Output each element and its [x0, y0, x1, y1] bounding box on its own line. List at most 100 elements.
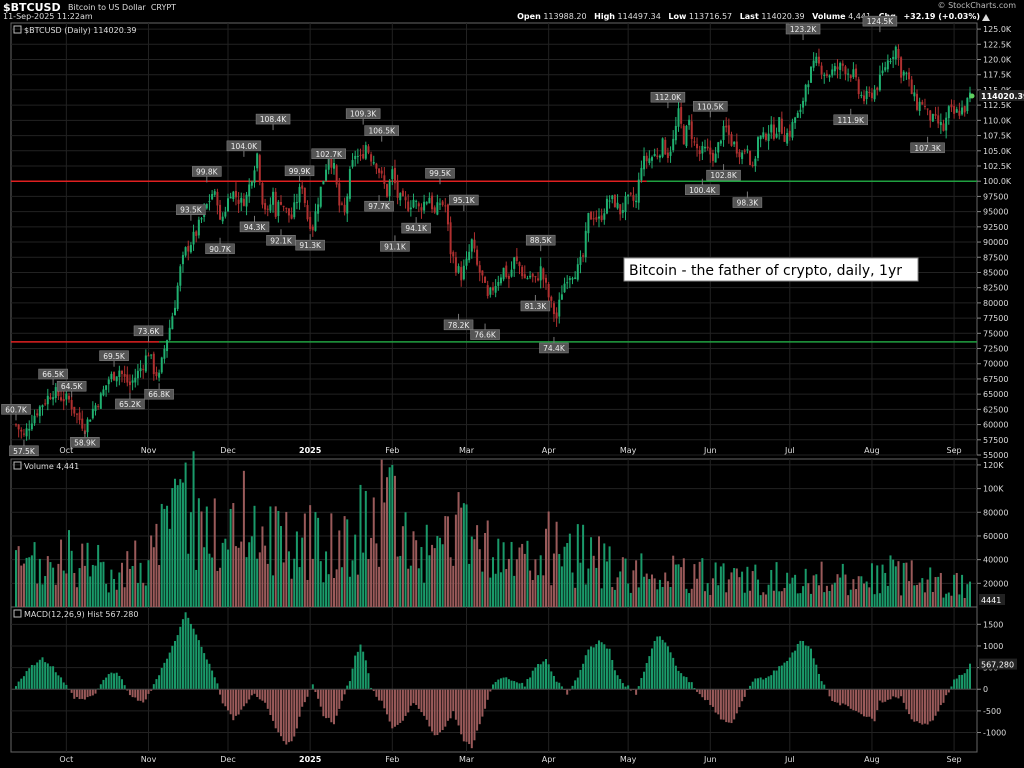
macd-hist-bar	[348, 681, 351, 690]
volume-bar	[709, 594, 712, 607]
volume-bar	[910, 560, 913, 607]
price-panel-label: $BTCUSD (Daily) 114020.39	[24, 26, 137, 35]
macd-hist-bar	[913, 689, 916, 722]
macd-hist-bar	[518, 683, 521, 690]
macd-hist-bar	[213, 677, 216, 690]
macd-hist-bar	[558, 682, 561, 690]
candle-body	[325, 169, 328, 181]
candle-body	[68, 395, 70, 400]
y-tick-label: 60000	[983, 421, 1008, 430]
volume-bar	[234, 546, 237, 607]
candle-body	[515, 256, 518, 261]
candle-body	[666, 152, 669, 159]
volume-bar	[507, 558, 510, 607]
macd-hist-bar	[884, 689, 887, 702]
macd-hist-bar	[910, 689, 913, 720]
candle-body	[150, 354, 153, 356]
volume-bar	[200, 511, 203, 607]
candle-body	[621, 210, 624, 213]
macd-hist-bar	[370, 687, 373, 690]
macd-hist-bar	[492, 684, 494, 690]
candle-body	[788, 130, 791, 137]
volume-bar	[849, 589, 852, 607]
volume-bar	[775, 562, 778, 607]
macd-hist-bar	[436, 689, 439, 736]
candle-body	[139, 368, 142, 372]
macd-hist-bar	[958, 674, 961, 690]
candle-body	[810, 66, 812, 83]
volume-label: Volume	[812, 12, 846, 21]
candle-body	[764, 133, 767, 140]
candle-body	[280, 202, 282, 205]
macd-hist-bar	[582, 663, 585, 690]
macd-hist-bar	[264, 689, 267, 703]
macd-hist-bar	[144, 689, 147, 700]
y-tick-label: 85000	[983, 268, 1008, 277]
volume-bar	[136, 582, 139, 607]
candle-body	[534, 276, 537, 278]
volume-bar	[515, 559, 518, 607]
peak-label: 104.0K	[231, 142, 258, 151]
macd-hist-bar	[41, 657, 44, 690]
macd-hist-bar	[672, 657, 675, 690]
peak-label-box	[144, 388, 174, 400]
volume-bar	[497, 538, 500, 607]
macd-hist-bar	[619, 678, 622, 690]
macd-hist-bar	[770, 675, 773, 690]
candle-body	[407, 201, 410, 211]
macd-hist-bar	[431, 689, 434, 732]
macd-hist-bar	[484, 689, 487, 709]
volume-bar	[656, 589, 659, 607]
macd-hist-bar	[839, 689, 842, 706]
volume-bar	[174, 478, 176, 607]
macd-hist-bar	[468, 689, 471, 745]
candle-body	[258, 155, 261, 183]
candle-body	[669, 151, 672, 156]
volume-bar	[484, 533, 487, 607]
peak-label: 78.2K	[448, 321, 471, 330]
candle-body	[317, 204, 320, 214]
macd-hist-bar	[89, 689, 92, 697]
macd-hist-bar	[953, 679, 956, 690]
macd-hist-bar	[192, 628, 195, 690]
macd-hist-bar	[441, 689, 444, 731]
volume-bar	[184, 462, 187, 607]
macd-hist-bar	[319, 689, 322, 707]
volume-bar	[460, 507, 463, 607]
volume-bar	[364, 490, 367, 607]
peak-label-box	[520, 300, 551, 312]
macd-hist-bar	[446, 689, 449, 721]
candle-body	[73, 406, 76, 414]
candle-body	[346, 196, 349, 214]
macd-hist-bar	[126, 689, 129, 691]
macd-hist-bar	[245, 689, 248, 704]
candle-body	[923, 105, 926, 107]
candle-body	[494, 286, 497, 293]
candle-body	[870, 92, 873, 99]
macd-hist-bar	[203, 653, 206, 690]
volume-bar	[918, 582, 921, 607]
volume-bar	[804, 568, 807, 607]
y-tick-label: 120K	[983, 461, 1004, 470]
volume-bar	[378, 566, 381, 607]
y-tick-label: 60000	[983, 532, 1008, 541]
volume-bar	[629, 592, 632, 607]
volume-bar	[128, 568, 131, 607]
candle-body	[113, 372, 116, 381]
candle-body	[492, 287, 494, 291]
macd-hist-bar	[810, 648, 812, 690]
volume-bar	[870, 563, 873, 607]
volume-bar	[319, 561, 322, 607]
volume-bar	[264, 545, 267, 607]
candle-body	[794, 117, 797, 123]
x-tick-label: Nov	[141, 755, 157, 764]
volume-bar	[126, 551, 129, 607]
volume-bar	[725, 592, 728, 607]
candle-body	[836, 66, 839, 70]
volume-bar	[409, 565, 412, 607]
peak-label-box	[685, 184, 720, 196]
volume-bar	[99, 562, 102, 607]
volume-bar	[139, 562, 142, 607]
candle-body	[849, 75, 852, 79]
volume-bar	[664, 572, 667, 607]
